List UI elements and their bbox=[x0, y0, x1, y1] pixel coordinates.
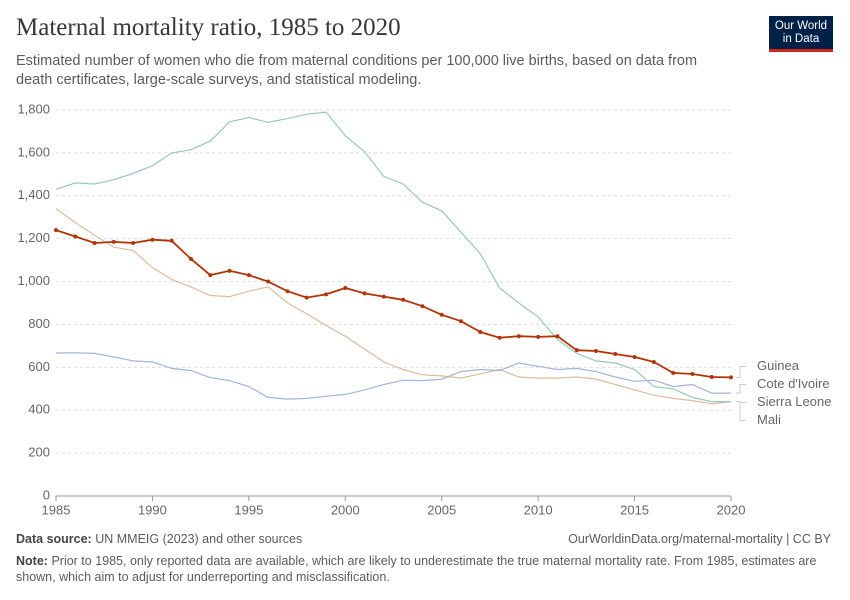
y-tick-label: 1,400 bbox=[17, 187, 50, 202]
logo-line: in Data bbox=[782, 32, 820, 45]
point bbox=[594, 349, 598, 354]
series-line bbox=[55, 208, 732, 405]
point bbox=[459, 319, 463, 324]
point bbox=[555, 334, 560, 339]
point bbox=[169, 238, 174, 243]
point bbox=[131, 240, 136, 245]
x-tick-label: 2005 bbox=[427, 502, 456, 517]
point bbox=[690, 371, 695, 376]
logo-line: Our World bbox=[774, 20, 828, 32]
point bbox=[516, 334, 521, 339]
note-label: Note: bbox=[16, 554, 48, 568]
point bbox=[54, 228, 58, 233]
point bbox=[420, 304, 425, 309]
legend-label: Mali bbox=[757, 412, 781, 427]
chart-title: Maternal mortality ratio, 1985 to 2020 bbox=[16, 14, 401, 41]
point bbox=[111, 239, 116, 244]
series-line bbox=[55, 229, 732, 379]
label-leader bbox=[736, 401, 746, 421]
point bbox=[73, 234, 78, 239]
series-line bbox=[55, 111, 731, 403]
legend-label: Cote d'Ivoire bbox=[757, 376, 830, 391]
point bbox=[189, 257, 193, 262]
source-url[interactable]: OurWorldinData.org/maternal-mortality | … bbox=[568, 532, 831, 546]
logo[interactable]: Our World in Data bbox=[769, 16, 833, 52]
y-tick-label: 800 bbox=[28, 316, 50, 331]
y-tick-label: 1,800 bbox=[17, 101, 50, 116]
x-tick-label: 2020 bbox=[717, 502, 746, 517]
series-line bbox=[55, 352, 731, 400]
legend-label: Guinea bbox=[757, 358, 800, 373]
y-tick-label: 200 bbox=[28, 445, 50, 460]
point bbox=[536, 334, 541, 339]
legend-label: Sierra Leone bbox=[757, 394, 831, 409]
point bbox=[651, 359, 656, 364]
y-tick-label: 600 bbox=[28, 359, 50, 374]
point bbox=[632, 355, 637, 360]
x-tick-label: 2000 bbox=[331, 502, 360, 517]
point bbox=[208, 273, 213, 278]
y-tick-label: 1,200 bbox=[17, 230, 50, 245]
point bbox=[227, 268, 232, 273]
point bbox=[246, 273, 251, 278]
point bbox=[324, 292, 328, 297]
x-tick-label: 1995 bbox=[234, 502, 263, 517]
point bbox=[285, 289, 290, 294]
point bbox=[381, 294, 386, 299]
point bbox=[304, 295, 309, 300]
point bbox=[401, 297, 406, 302]
y-tick-label: 1,600 bbox=[17, 144, 50, 159]
source-label: Data source: bbox=[16, 532, 92, 546]
label-leader bbox=[736, 383, 746, 394]
point bbox=[150, 237, 155, 242]
point bbox=[497, 335, 502, 340]
x-tick-label: 1990 bbox=[138, 502, 167, 517]
y-tick-label: 0 bbox=[43, 487, 50, 502]
source-text: UN MMEIG (2023) and other sources bbox=[95, 532, 303, 546]
note-text: Prior to 1985, only reported data are av… bbox=[16, 554, 817, 584]
point bbox=[709, 374, 714, 379]
y-tick-label: 1,000 bbox=[17, 273, 50, 288]
point bbox=[439, 312, 444, 317]
y-tick-label: 400 bbox=[28, 402, 50, 417]
point bbox=[362, 291, 367, 296]
point bbox=[343, 285, 348, 290]
point bbox=[266, 279, 271, 284]
chart-subtitle: Estimated number of women who die from m… bbox=[16, 53, 698, 88]
x-tick-label: 2015 bbox=[620, 502, 649, 517]
point bbox=[92, 240, 97, 245]
x-tick-label: 2010 bbox=[524, 502, 553, 517]
point bbox=[729, 375, 733, 380]
point bbox=[574, 348, 579, 353]
source: Data source: UN MMEIG (2023) and other s… bbox=[16, 532, 302, 546]
x-tick-label: 1985 bbox=[42, 502, 71, 517]
note: Note: Prior to 1985, only reported data … bbox=[16, 553, 831, 585]
point bbox=[671, 370, 676, 375]
point bbox=[613, 352, 618, 357]
label-leader bbox=[736, 365, 746, 378]
point bbox=[478, 329, 483, 334]
